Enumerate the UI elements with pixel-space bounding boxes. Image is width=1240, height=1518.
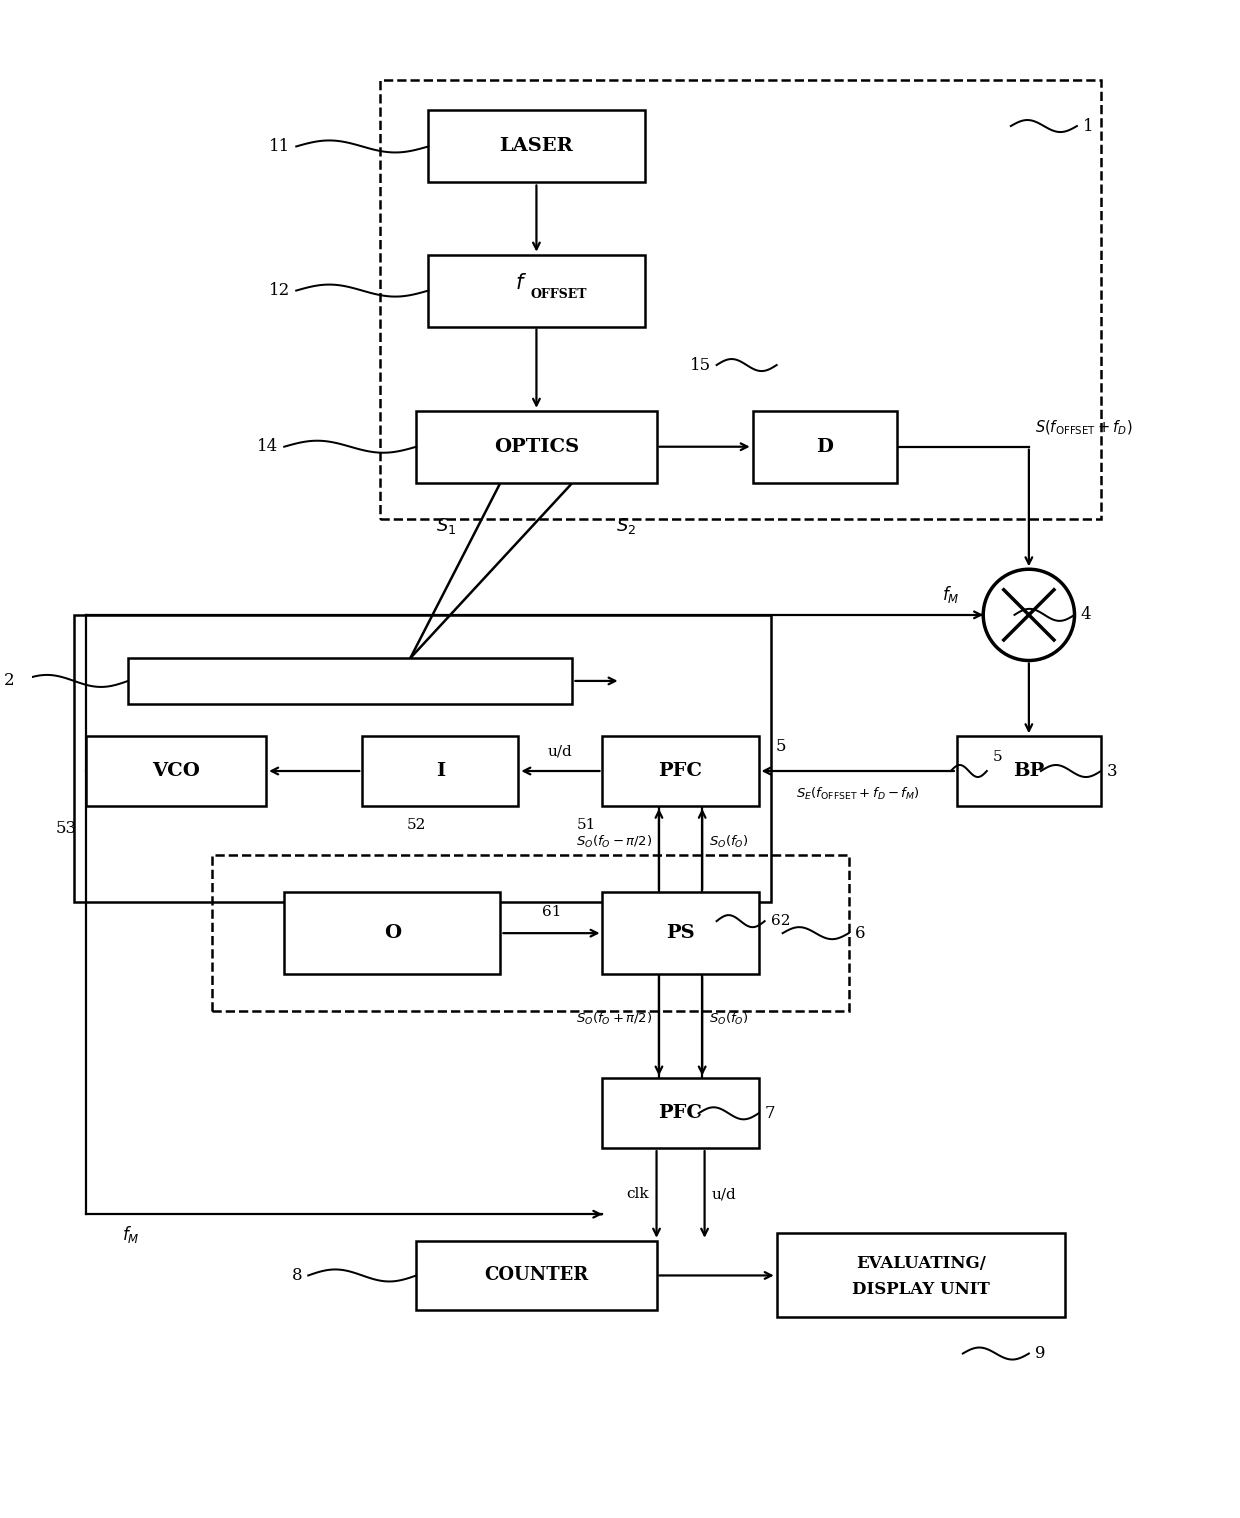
Text: PFC: PFC xyxy=(658,762,703,780)
Bar xyxy=(212,855,848,1011)
Text: 14: 14 xyxy=(257,439,278,455)
Bar xyxy=(603,736,759,806)
Text: $S_2$: $S_2$ xyxy=(616,516,636,536)
Text: EVALUATING/: EVALUATING/ xyxy=(856,1255,986,1272)
Text: $S_O(f_O)$: $S_O(f_O)$ xyxy=(709,1011,749,1028)
Text: $S(f_{\rm OFFSET}+f_D)$: $S(f_{\rm OFFSET}+f_D)$ xyxy=(1035,419,1132,437)
Text: $S_O(f_O+\pi/2)$: $S_O(f_O+\pi/2)$ xyxy=(575,1011,652,1028)
Text: $S_O(f_O-\pi/2)$: $S_O(f_O-\pi/2)$ xyxy=(575,833,652,850)
Text: 11: 11 xyxy=(269,138,290,155)
Text: 5: 5 xyxy=(775,738,786,756)
Text: COUNTER: COUNTER xyxy=(485,1266,589,1284)
Text: 12: 12 xyxy=(269,282,290,299)
Text: 53: 53 xyxy=(56,820,77,838)
Text: DISPLAY UNIT: DISPLAY UNIT xyxy=(852,1281,990,1298)
Text: $S_E(f_{\rm OFFSET}+f_D-f_M)$: $S_E(f_{\rm OFFSET}+f_D-f_M)$ xyxy=(796,785,920,802)
Text: 2: 2 xyxy=(4,672,14,689)
Text: 15: 15 xyxy=(689,357,711,373)
Text: $S_O(f_O)$: $S_O(f_O)$ xyxy=(709,833,749,850)
Bar xyxy=(86,736,267,806)
Text: 51: 51 xyxy=(577,818,596,832)
Text: LASER: LASER xyxy=(500,138,573,155)
Text: 8: 8 xyxy=(291,1268,303,1284)
Text: $S_1$: $S_1$ xyxy=(436,516,456,536)
Text: $f$: $f$ xyxy=(515,273,527,293)
Text: $f_M$: $f_M$ xyxy=(941,584,960,606)
Circle shape xyxy=(983,569,1075,660)
Bar xyxy=(128,659,573,704)
Bar xyxy=(284,893,501,975)
Text: 61: 61 xyxy=(542,905,562,918)
Text: D: D xyxy=(816,437,833,455)
Bar xyxy=(753,411,897,483)
Text: I: I xyxy=(435,762,445,780)
Text: 9: 9 xyxy=(1035,1345,1045,1362)
Text: OFFSET: OFFSET xyxy=(531,288,587,301)
Text: clk: clk xyxy=(626,1187,650,1201)
Bar xyxy=(428,111,645,182)
Text: $f_M$: $f_M$ xyxy=(122,1224,140,1245)
Bar xyxy=(776,1234,1065,1318)
Text: PFC: PFC xyxy=(658,1104,703,1122)
Text: u/d: u/d xyxy=(548,745,573,759)
Text: BP: BP xyxy=(1013,762,1044,780)
Bar xyxy=(957,736,1101,806)
Bar xyxy=(362,736,518,806)
Text: 5: 5 xyxy=(993,750,1002,764)
Bar xyxy=(381,80,1101,519)
Text: VCO: VCO xyxy=(153,762,200,780)
Text: O: O xyxy=(383,924,401,943)
Text: OPTICS: OPTICS xyxy=(494,437,579,455)
Bar xyxy=(603,893,759,975)
Text: 4: 4 xyxy=(1080,606,1091,624)
Bar xyxy=(74,615,770,902)
Text: 7: 7 xyxy=(765,1105,775,1122)
Text: u/d: u/d xyxy=(712,1187,737,1201)
Bar xyxy=(603,1078,759,1148)
Text: 1: 1 xyxy=(1083,117,1094,135)
Text: 62: 62 xyxy=(770,914,790,927)
Text: 6: 6 xyxy=(854,924,866,941)
Bar xyxy=(417,411,656,483)
Bar xyxy=(417,1240,656,1310)
Text: 52: 52 xyxy=(407,818,427,832)
Bar xyxy=(428,255,645,326)
Text: 3: 3 xyxy=(1107,762,1117,780)
Text: PS: PS xyxy=(666,924,694,943)
